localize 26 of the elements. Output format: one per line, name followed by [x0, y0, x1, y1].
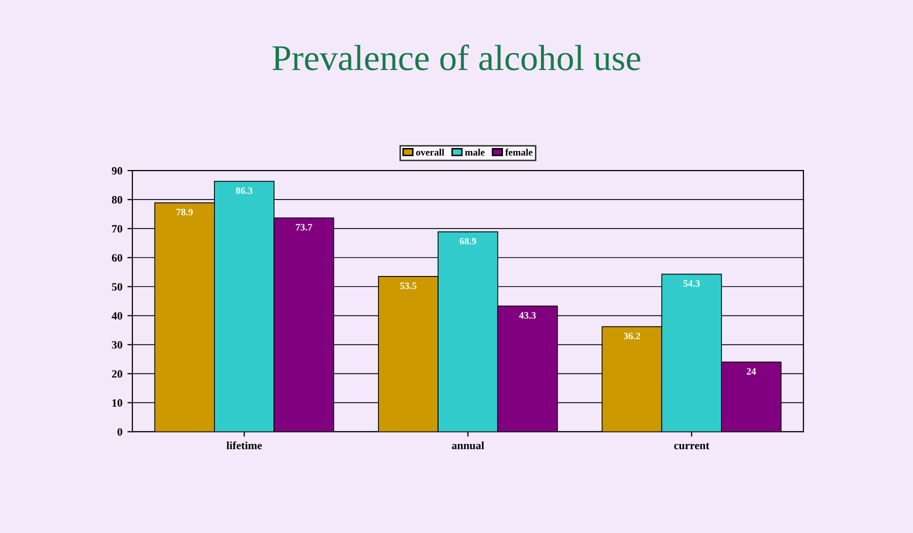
y-tick-label: 30 [112, 341, 122, 349]
y-tick-label: 90 [112, 167, 122, 175]
legend-label: female [505, 148, 532, 156]
data-label: 86.3 [236, 187, 252, 194]
data-label: 54.3 [683, 280, 700, 287]
y-tick-label: 20 [112, 370, 122, 378]
chart-title: Prevalence of alcohol use [272, 44, 640, 70]
y-tick-label: 80 [112, 196, 122, 204]
y-tick-label: 10 [112, 399, 122, 407]
data-label: 53.5 [400, 282, 416, 290]
y-tick-label: 50 [112, 283, 122, 291]
legend-label: male [465, 148, 485, 156]
x-tick-label: current [674, 442, 710, 450]
data-label: 43.3 [519, 312, 536, 319]
legend-label: overall [416, 148, 444, 156]
y-tick-label: 40 [112, 312, 122, 320]
y-tick-label: 60 [112, 254, 122, 262]
y-tick-label: 0 [118, 428, 122, 436]
x-tick-label: lifetime [226, 441, 262, 450]
x-tick-label: annual [452, 441, 484, 450]
data-label: 24 [746, 368, 756, 375]
data-label: 36.2 [624, 332, 640, 340]
data-label: 73.7 [296, 224, 312, 230]
y-tick-label: 70 [112, 225, 122, 233]
data-label: 78.9 [176, 208, 193, 216]
data-label: 68.9 [460, 238, 476, 244]
